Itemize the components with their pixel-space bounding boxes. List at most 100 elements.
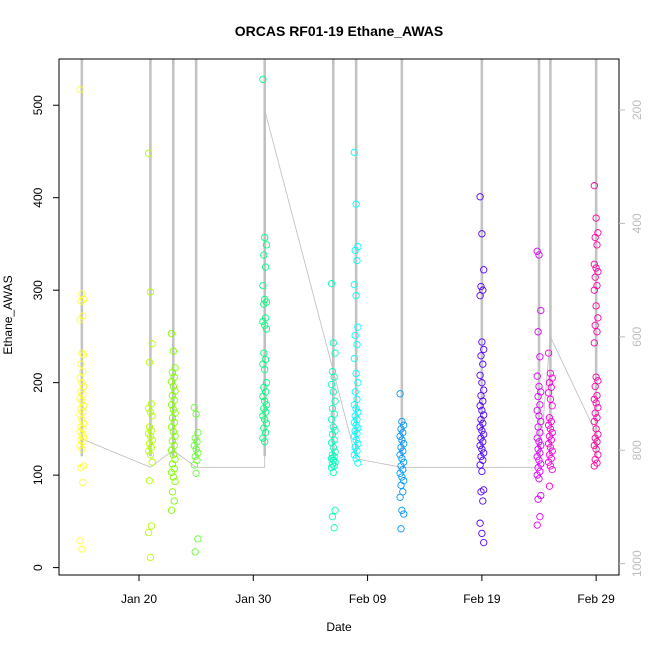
data-point-5-16: [329, 443, 337, 452]
data-point-9-18: [534, 445, 542, 453]
data-point-5-27: [331, 506, 339, 514]
data-point-10-9: [547, 417, 555, 426]
data-point-3-1: [192, 410, 200, 418]
data-point-1-21: [146, 553, 155, 562]
data-point-4-31: [261, 438, 269, 446]
data-point-11-24: [593, 414, 601, 422]
data-point-7-14: [399, 465, 407, 474]
data-point-4-2: [262, 241, 271, 249]
data-point-6-6: [352, 292, 360, 300]
data-point-0-31: [78, 445, 86, 453]
data-point-6-11: [352, 369, 360, 378]
data-point-8-5: [476, 292, 484, 300]
data-point-7-3: [397, 425, 405, 433]
data-point-1-7: [148, 412, 156, 420]
data-point-1-20: [144, 528, 153, 537]
data-point-9-4: [536, 353, 544, 361]
data-point-6-7: [354, 323, 362, 331]
data-point-4-8: [260, 300, 268, 308]
data-point-5-2: [331, 349, 339, 357]
data-point-11-35: [590, 462, 598, 470]
data-point-2-27: [171, 477, 179, 486]
data-point-3-4: [193, 438, 201, 446]
data-point-10-3: [545, 379, 554, 387]
data-point-4-28: [260, 424, 268, 432]
data-point-10-14: [547, 436, 555, 444]
data-point-0-34: [79, 478, 87, 487]
data-point-8-18: [477, 415, 485, 424]
data-point-10-13: [545, 432, 554, 440]
data-point-6-31: [352, 454, 360, 463]
data-point-4-20: [259, 392, 267, 401]
data-point-2-8: [168, 391, 177, 400]
data-point-11-5: [590, 260, 598, 268]
data-point-9-3: [534, 328, 542, 336]
y2-tick-label-1: 400: [630, 213, 644, 233]
data-point-5-1: [329, 339, 337, 347]
data-point-11-12: [594, 314, 602, 322]
data-point-2-23: [168, 460, 177, 468]
data-point-8-37: [480, 538, 488, 547]
data-point-5-25: [327, 464, 336, 472]
data-point-8-25: [476, 441, 484, 450]
data-point-1-2: [148, 340, 156, 348]
axes: 0 100 200 300 400 500 200 400 600 800 1000 Jan 20 Ja…: [31, 58, 644, 606]
data-point-10-8: [545, 414, 554, 422]
data-point-1-19: [147, 522, 155, 530]
data-point-7-11: [398, 454, 406, 463]
data-point-7-4: [399, 428, 407, 437]
data-point-6-15: [350, 401, 358, 409]
data-point-7-22: [400, 510, 408, 518]
chart-title: ORCAS RF01-19 Ethane_AWAS: [235, 23, 444, 39]
data-point-8-15: [476, 402, 484, 410]
data-point-6-27: [354, 440, 362, 448]
data-point-0-4: [79, 312, 87, 320]
data-point-8-10: [476, 371, 484, 379]
data-point-8-33: [477, 488, 485, 496]
data-point-10-18: [545, 451, 554, 459]
data-point-2-29: [170, 497, 178, 505]
data-point-2-16: [169, 428, 177, 436]
data-point-5-15: [327, 439, 336, 447]
data-point-1-11: [146, 432, 155, 440]
data-point-8-19: [479, 419, 487, 427]
data-point-10-16: [546, 443, 555, 452]
y-tick-label-0: 0: [31, 564, 45, 571]
data-point-7-18: [397, 481, 405, 489]
data-point-0-21: [78, 415, 86, 424]
data-point-3-3: [191, 434, 199, 442]
data-point-0-9: [79, 367, 87, 376]
data-point-0-28: [77, 436, 85, 444]
y2-tick-label-4: 1000: [630, 550, 644, 577]
data-point-6-16: [352, 404, 360, 413]
data-point-8-34: [479, 497, 487, 505]
data-point-3-11: [192, 469, 200, 477]
data-point-2-13: [168, 414, 177, 422]
data-point-11-11: [592, 302, 600, 310]
data-point-0-6: [78, 349, 86, 357]
x-tick-label-1: Jan 30: [235, 592, 271, 606]
data-point-11-6: [592, 264, 600, 272]
data-point-5-5: [327, 380, 336, 389]
pressure-track-line: [81, 109, 597, 468]
data-point-6-3: [351, 246, 359, 255]
data-point-8-6: [478, 338, 486, 346]
data-point-7-7: [400, 440, 408, 448]
data-point-8-16: [478, 406, 486, 415]
data-point-8-7: [480, 345, 488, 354]
data-point-6-28: [351, 443, 359, 452]
data-point-8-22: [480, 430, 488, 439]
data-point-4-12: [262, 325, 271, 333]
data-point-11-16: [592, 373, 600, 381]
data-point-0-30: [76, 441, 84, 450]
x-tick-label-0: Jan 20: [121, 592, 157, 606]
data-point-0-0: [76, 85, 84, 94]
data-point-4-25: [259, 412, 267, 420]
data-point-8-30: [476, 461, 484, 469]
data-point-7-8: [397, 443, 405, 452]
data-point-0-29: [79, 438, 87, 446]
data-point-2-10: [167, 401, 176, 409]
data-point-2-6: [169, 382, 177, 391]
y-tick-label-3: 300: [31, 280, 45, 300]
data-point-9-17: [537, 441, 545, 450]
